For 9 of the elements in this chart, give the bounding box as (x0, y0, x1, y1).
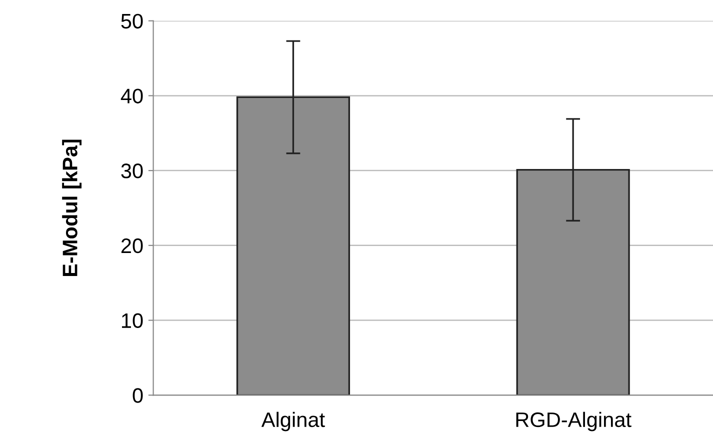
y-axis-title: E-Modul [kPa] (62, 140, 82, 276)
y-tick-label: 20 (121, 238, 143, 254)
y-tick-label: 0 (132, 388, 143, 403)
x-tick-label: RGD-Alginat (516, 412, 632, 432)
x-tick-label: Alginat (261, 412, 325, 432)
y-tick-label: 50 (121, 14, 143, 29)
y-tick-label: 10 (122, 313, 143, 328)
y-tick-label: 30 (121, 164, 143, 178)
y-tick-label: 40 (120, 88, 143, 104)
